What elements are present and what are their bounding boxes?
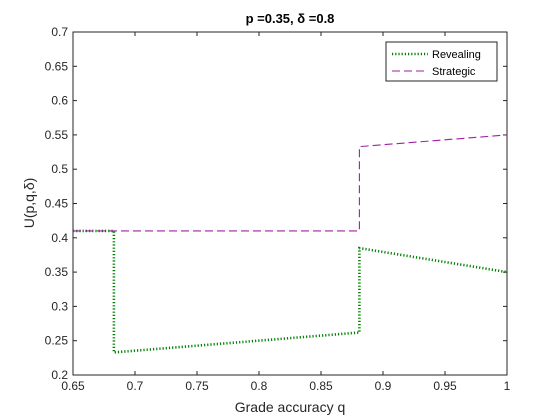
legend-label-strategic: Strategic — [432, 66, 476, 78]
axes-box — [72, 31, 508, 376]
series-line-revealing — [73, 229, 508, 354]
y-tick-label: 0.5 — [51, 162, 68, 176]
y-tick-label: 0.6 — [51, 94, 68, 108]
y-axis-label: U(p,q,δ) — [21, 178, 37, 229]
legend-box — [385, 41, 498, 82]
x-tick-label: 0.7 — [127, 379, 144, 393]
y-tick-label: 0.25 — [45, 334, 69, 348]
x-tick-label: 0.65 — [61, 379, 85, 393]
x-tick-label: 0.95 — [433, 379, 457, 393]
legend: Revealing Strategic — [385, 41, 498, 82]
x-axis-label: Grade accuracy q — [235, 399, 346, 415]
y-tick-label: 0.35 — [45, 265, 69, 279]
plot-area: 0.65 0.7 0.75 0.8 0.85 0.9 0.95 1 0.2 0.25 0.3 0.35… — [45, 25, 511, 393]
y-tick-label: 0.2 — [51, 368, 68, 382]
y-tick-label: 0.55 — [45, 128, 69, 142]
x-tick-label: 0.85 — [309, 379, 333, 393]
x-tick-label: 0.75 — [185, 379, 209, 393]
chart-title: p =0.35, δ =0.8 — [246, 11, 335, 26]
series-line-strategic — [73, 134, 508, 232]
y-tick-label: 0.7 — [51, 25, 68, 39]
y-tick-label: 0.45 — [45, 197, 69, 211]
y-tick-label: 0.65 — [45, 59, 69, 73]
x-tick-label: 0.9 — [375, 379, 392, 393]
x-tick-label: 1 — [504, 379, 511, 393]
x-tick-label: 0.8 — [251, 379, 268, 393]
y-tick-label: 0.3 — [51, 299, 68, 313]
legend-label-revealing: Revealing — [432, 49, 481, 61]
y-tick-label: 0.4 — [51, 231, 68, 245]
